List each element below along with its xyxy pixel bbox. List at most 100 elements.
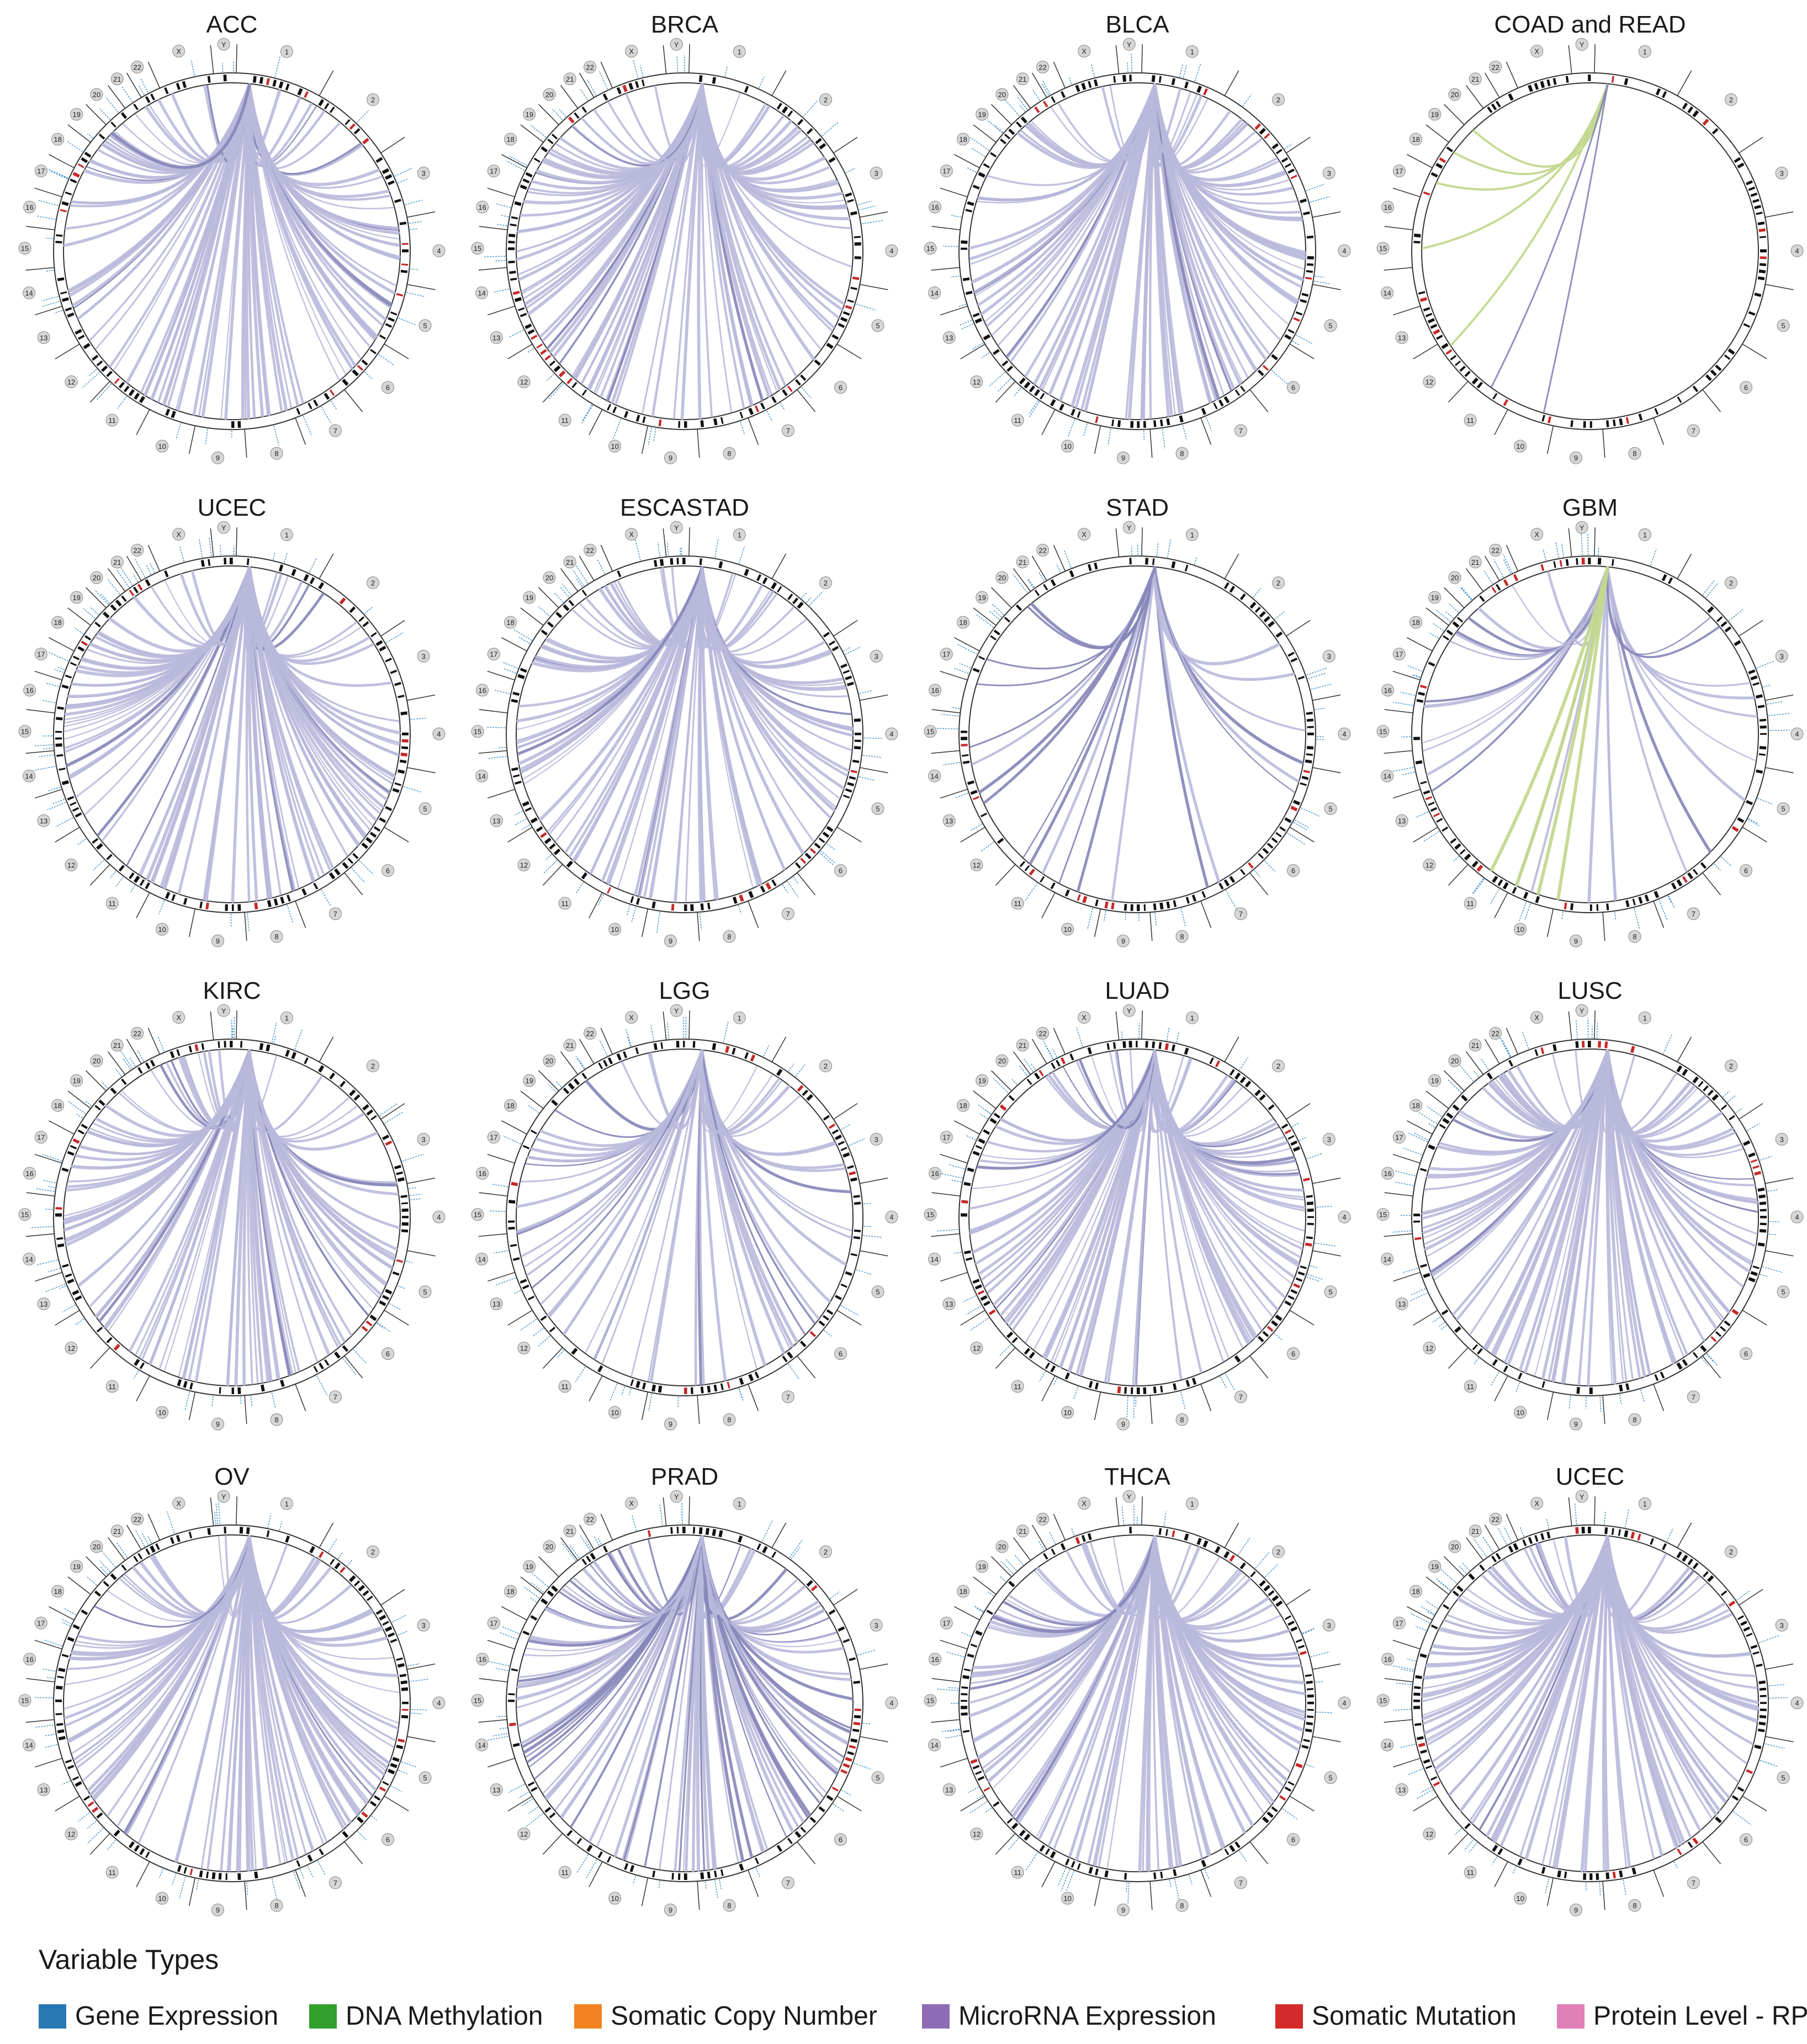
chromosome-label-circle bbox=[870, 1132, 883, 1146]
chromosome-band bbox=[1275, 1314, 1283, 1321]
interaction-link bbox=[1041, 566, 1157, 874]
chromosome-label-circle bbox=[871, 1771, 884, 1784]
chromosome-band bbox=[1750, 675, 1758, 681]
chromosome-band bbox=[61, 201, 69, 206]
interaction-link bbox=[1089, 1536, 1156, 1615]
chromosome-label: 2 bbox=[371, 579, 375, 587]
chromosome-band bbox=[563, 1087, 570, 1094]
chromosome-label-circle bbox=[584, 1512, 597, 1526]
chromosome-band bbox=[854, 718, 861, 722]
chromosome-band bbox=[842, 1763, 850, 1768]
chromosome-label-circle bbox=[1423, 375, 1436, 388]
variable-spike bbox=[1182, 425, 1187, 439]
variable-spike bbox=[981, 352, 990, 358]
chromosome-label-circle bbox=[995, 1054, 1009, 1067]
chromosome-separator bbox=[836, 827, 862, 843]
ideogram-outer-ring bbox=[958, 555, 1316, 913]
chromosome-label-circle bbox=[1175, 447, 1189, 460]
ideogram-inner-ring bbox=[1421, 1049, 1759, 1386]
chromosome-label-circle bbox=[1011, 1866, 1024, 1879]
chromosome-label-circle bbox=[381, 864, 395, 877]
variable-spike bbox=[157, 1035, 165, 1052]
variable-spike bbox=[1068, 77, 1072, 84]
chromosome-band bbox=[1415, 760, 1423, 765]
ideogram-outer-ring bbox=[506, 1039, 863, 1396]
chromosome-label: 2 bbox=[824, 1062, 828, 1071]
chromosome-band bbox=[1682, 102, 1688, 110]
chromosome-separator bbox=[49, 1606, 75, 1621]
legend-label: MicroRNA Expression bbox=[958, 2001, 1216, 2031]
chromosome-label-circle bbox=[1011, 414, 1024, 427]
chromosome-separator bbox=[1013, 1051, 1031, 1075]
chromosome-band bbox=[1191, 1378, 1197, 1385]
variable-spike bbox=[530, 1581, 544, 1593]
chromosome-label: 12 bbox=[973, 1830, 981, 1838]
chromosome-band bbox=[375, 157, 383, 163]
chromosome-band bbox=[211, 1872, 216, 1879]
ideogram-outer-ring bbox=[1411, 1524, 1769, 1882]
chromosome-label-circle bbox=[110, 1524, 124, 1538]
chromosome-label-circle bbox=[1272, 576, 1285, 590]
chromosome-band bbox=[781, 106, 788, 114]
chromosome-band bbox=[1271, 837, 1278, 844]
variable-spike bbox=[43, 1180, 56, 1184]
chromosome-band bbox=[1479, 595, 1485, 602]
chromosome-label-circle bbox=[23, 286, 36, 299]
chromosome-separator bbox=[697, 429, 700, 458]
variable-spike bbox=[38, 200, 59, 206]
chromosome-label-circle bbox=[280, 1497, 293, 1510]
chromosome-label-circle bbox=[1287, 381, 1300, 394]
chromosome-band bbox=[287, 894, 291, 902]
chromosome-band bbox=[581, 590, 587, 596]
interaction-link bbox=[1587, 1050, 1609, 1386]
chromosome-band bbox=[1553, 561, 1556, 568]
chromosome-label-circle bbox=[1287, 864, 1300, 877]
variable-spike bbox=[1005, 1559, 1017, 1571]
chromosome-band bbox=[137, 1067, 143, 1074]
interaction-link bbox=[673, 83, 703, 420]
chromosome-band bbox=[1719, 1326, 1726, 1332]
variable-spike bbox=[133, 1370, 139, 1379]
chromosome-separator bbox=[1702, 872, 1721, 896]
chromosome-separator bbox=[836, 1796, 862, 1812]
chromosome-band bbox=[842, 1152, 850, 1158]
ideogram-inner-ring bbox=[63, 1049, 401, 1386]
chromosome-band bbox=[1692, 1837, 1699, 1845]
chromosome-band bbox=[1239, 869, 1246, 876]
chromosome-band bbox=[540, 349, 547, 355]
chromosome-label-circle bbox=[70, 1560, 83, 1573]
chromosome-band bbox=[1682, 876, 1688, 883]
chromosome-band bbox=[1087, 1533, 1092, 1540]
chromosome-label: 20 bbox=[93, 1057, 100, 1065]
chromosome-band bbox=[96, 360, 103, 367]
chromosome-band bbox=[1752, 1651, 1760, 1655]
variable-spike bbox=[1412, 675, 1420, 678]
chromosome-band bbox=[993, 629, 1000, 636]
variable-spike bbox=[246, 1882, 248, 1895]
chromosome-label-circle bbox=[970, 858, 983, 871]
chromosome-band bbox=[1257, 369, 1264, 377]
chromosome-separator bbox=[188, 908, 196, 938]
chromosome-label: Y bbox=[221, 1492, 226, 1501]
variable-spike bbox=[561, 1542, 576, 1561]
chromosome-band bbox=[1625, 1383, 1630, 1390]
chromosome-band bbox=[176, 82, 181, 90]
chromosome-band bbox=[1104, 1870, 1109, 1878]
chromosome-label: 16 bbox=[931, 1169, 939, 1178]
variable-spike bbox=[1156, 542, 1159, 556]
chromosome-label: 2 bbox=[1276, 1062, 1280, 1071]
chromosome-label: 9 bbox=[1121, 937, 1125, 945]
chromosome-band bbox=[280, 1379, 285, 1387]
chromosome-band bbox=[1654, 407, 1659, 415]
chromosome-band bbox=[586, 1555, 591, 1563]
chromosome-band bbox=[1158, 76, 1162, 83]
chromosome-separator bbox=[860, 1250, 888, 1257]
circos-panel: GBM 1 2 3 4 5 6 7 8 9 10 11 12 13 14 15 16 17 18 19 20 21 22 X Y bbox=[1369, 483, 1807, 963]
interaction-link bbox=[700, 1535, 754, 1858]
chromosome-band bbox=[1095, 1868, 1099, 1876]
chromosome-label: 1 bbox=[285, 47, 289, 56]
chromosome-band bbox=[113, 1343, 120, 1351]
chromosome-label-circle bbox=[885, 244, 898, 257]
chromosome-label-circle bbox=[156, 923, 169, 936]
legend-label: DNA Methylation bbox=[346, 2001, 543, 2031]
